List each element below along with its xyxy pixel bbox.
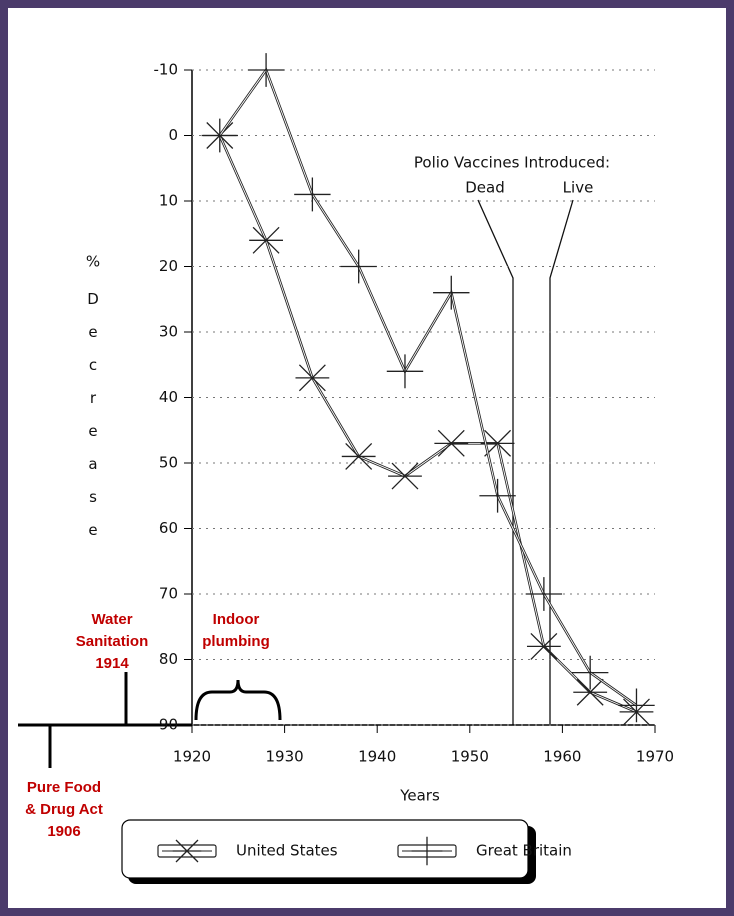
note: Pure Food xyxy=(27,779,101,796)
y-axis-unit: % xyxy=(86,253,100,271)
vaccine-line xyxy=(477,199,514,725)
marker xyxy=(618,688,655,723)
series-line-inner xyxy=(219,135,637,713)
canvas xyxy=(8,8,726,908)
x-axis-label: Years xyxy=(399,787,440,805)
marker xyxy=(201,118,238,153)
marker xyxy=(341,442,376,470)
y-tick-label: 0 xyxy=(168,126,178,144)
marker xyxy=(571,655,609,690)
marker xyxy=(294,177,331,212)
marker xyxy=(340,249,377,284)
marker xyxy=(295,364,330,392)
y-tick-label: 40 xyxy=(159,388,178,406)
x-tick-label: 1970 xyxy=(636,748,674,766)
y-axis-label: Decrease xyxy=(84,290,102,554)
y-tick-label: 30 xyxy=(159,323,178,341)
x-tick-label: 1950 xyxy=(451,748,489,766)
y-tick-label: 20 xyxy=(159,257,178,275)
marker xyxy=(247,53,285,87)
marker xyxy=(172,839,202,863)
x-tick-label: 1940 xyxy=(358,748,396,766)
x-tick-label: 1920 xyxy=(173,748,211,766)
marker xyxy=(525,577,563,611)
y-tick-label: 10 xyxy=(159,192,178,210)
y-tick-label: 60 xyxy=(159,519,178,537)
marker xyxy=(388,462,422,490)
note: Indoor xyxy=(213,611,260,628)
y-tick-label: 90 xyxy=(159,716,178,734)
annotation: Live xyxy=(563,179,594,197)
legend-label: United States xyxy=(236,842,338,860)
y-tick-label: 80 xyxy=(159,650,178,668)
series-line-inner xyxy=(219,69,637,706)
marker xyxy=(411,836,443,866)
note: Water xyxy=(91,611,132,628)
x-tick-label: 1930 xyxy=(266,748,304,766)
marker xyxy=(249,226,283,254)
marker xyxy=(386,354,424,389)
note: Sanitation xyxy=(76,633,149,650)
note: plumbing xyxy=(202,633,270,650)
annotation: Dead xyxy=(465,179,505,197)
brace xyxy=(194,679,282,721)
note: 1914 xyxy=(95,655,129,672)
y-tick-label: 50 xyxy=(159,454,178,472)
y-tick-label: 70 xyxy=(159,585,178,603)
marker xyxy=(433,275,470,310)
y-tick-label: -10 xyxy=(154,61,179,79)
legend-label: Great Britain xyxy=(476,842,572,860)
note: 1906 xyxy=(47,823,80,840)
marker xyxy=(479,478,516,513)
note: & Drug Act xyxy=(25,801,103,818)
marker xyxy=(573,678,608,706)
x-tick-label: 1960 xyxy=(543,748,581,766)
annotation: Polio Vaccines Introduced: xyxy=(414,154,610,172)
marker xyxy=(526,632,561,660)
marker xyxy=(434,429,469,457)
vaccine-line xyxy=(549,199,574,725)
